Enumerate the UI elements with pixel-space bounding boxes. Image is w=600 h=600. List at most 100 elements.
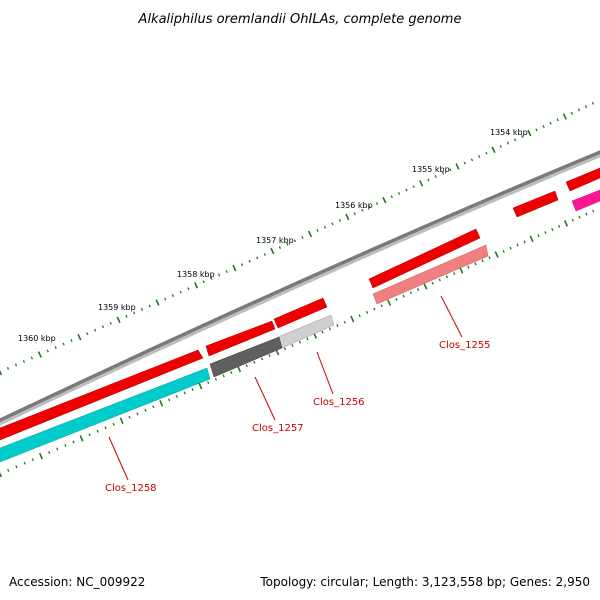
inner-track-tick [96,429,99,433]
gene-label-clos-1255: Clos_1255 [439,340,491,351]
gene-track [0,244,489,463]
ruler-tick [577,108,581,112]
inner-track-tick [159,400,164,407]
ruler-tick [584,105,588,109]
inner-track-tick [298,340,302,344]
feature-cds-5 [512,190,559,218]
ruler-tick [338,218,341,222]
ruler-tick [591,101,595,105]
genome-stats-text: Topology: circular; Length: 3,123,558 bp… [259,575,590,589]
inner-track-tick [459,267,464,274]
ruler-tick [37,351,42,358]
ruler-tick [218,273,221,277]
ruler-tick [164,297,167,301]
ruler-tick [527,129,532,137]
ruler-tick [93,328,97,332]
inner-track-tick [537,234,540,238]
gene-label-clos-1256: Clos_1256 [313,397,365,408]
gene-label-clos-1258: Clos_1258 [105,483,157,494]
ruler-tick [323,225,327,229]
ruler-tick [62,342,65,346]
inner-track-tick [551,228,554,231]
genome-backbone-shadow [0,150,600,426]
ruler-tick [14,363,18,367]
ruler-tick [286,242,289,246]
inner-track-tick [529,235,534,243]
ruler-tick [556,118,559,122]
ruler-tick [210,276,213,280]
inner-track-tick [488,256,491,260]
feature-cds-6 [565,167,600,192]
inner-track-tick [15,465,18,469]
ruler-tick [470,158,474,162]
inner-track-tick [431,281,434,285]
inner-track-tick [260,357,264,361]
gene-label-clos-1257: Clos_1257 [252,423,304,434]
inner-track-tick [502,249,505,253]
ruler-tick [256,256,259,260]
ruler-label-1358: 1358 kbp [177,270,215,279]
inner-track-tick [578,215,581,219]
ruler-tick [434,175,437,178]
gene-arrow-clos-1258 [0,367,211,463]
inner-track-tick [48,451,51,454]
inner-track-tick [291,344,294,347]
inner-track-tick [350,315,355,323]
inner-track-tick [336,324,339,327]
inner-track-tick [88,433,91,437]
inner-track-tick [253,360,256,364]
feature-track [0,167,600,441]
ruler-tick [0,370,3,376]
ruler-tick [570,111,574,115]
gene-arrow-clos-1255 [372,244,489,305]
inner-track-tick [445,275,449,279]
inner-track-tick [306,337,309,341]
ruler-tick [427,178,430,182]
ruler-tick [316,229,319,233]
inner-track-tick [128,415,131,419]
ruler-tick [263,253,266,256]
ruler-tick [155,299,160,306]
ruler-tick [194,282,199,289]
ruler-tick [116,316,121,324]
inner-track-tick [222,374,225,378]
inner-track-tick [214,377,217,381]
inner-track-tick [509,246,512,250]
inner-track-tick [343,320,346,324]
feature-cds-3 [273,297,328,329]
inner-track-tick [64,443,67,447]
inner-track-tick [56,447,59,451]
inner-track-tick [112,422,115,426]
inner-track-tick [417,288,420,292]
ruler-tick [345,213,350,221]
inner-track-tick [409,291,412,295]
leader-line-clos-1257 [254,376,276,421]
inner-track-tick [563,220,569,227]
ruler-tick [441,171,445,175]
inner-track-tick [31,458,34,462]
inner-track-tick [592,209,595,213]
genome-backbone [0,150,600,423]
inner-track-tick [175,395,179,398]
ruler-tick [499,145,502,148]
ruler-tick [278,246,281,250]
inner-track-tick [245,364,248,368]
inner-track-tick [571,218,574,222]
inner-track-tick [23,461,26,465]
inner-track-tick [152,405,155,409]
inner-track-tick [136,412,139,416]
ruler-tick [549,121,552,125]
inner-track-tick [494,251,499,258]
ruler-tick [109,321,112,325]
ruler-tick [412,185,415,189]
inner-track-tick [358,314,361,318]
inner-track-tick [402,294,405,298]
inner-track-tick [558,224,561,228]
ruler-tick [140,307,144,311]
inner-track-tick [544,231,547,235]
inner-track-tick [191,388,194,392]
ruler-tick [70,339,73,343]
ruler-tick [187,287,190,291]
feature-cds-4 [368,228,481,289]
